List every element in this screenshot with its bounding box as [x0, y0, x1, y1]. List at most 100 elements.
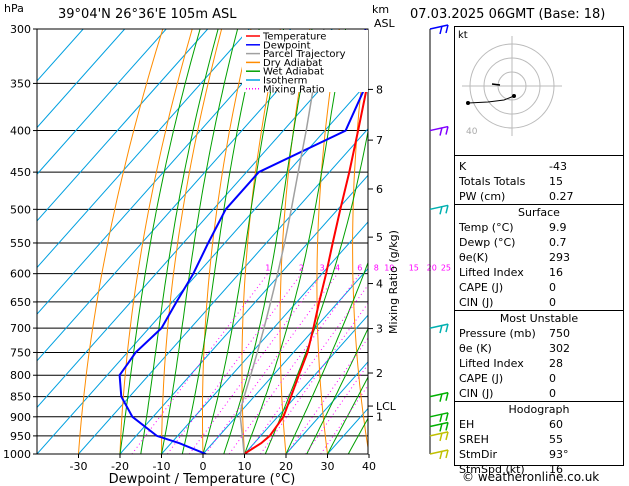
hodograph-trace — [467, 95, 515, 104]
mixing-ratio-label: 6 — [357, 264, 362, 273]
table-row: CAPE (J) 0 — [455, 371, 623, 386]
row-value: -43 — [549, 160, 567, 173]
legend-label: Isotherm — [263, 76, 307, 87]
pressure-unit-label: hPa — [4, 2, 24, 15]
table-row: StmDir 93° — [455, 447, 623, 462]
legend-label: Dry Adiabat — [263, 58, 322, 69]
row-value: 60 — [549, 418, 563, 431]
wind-barb — [429, 421, 449, 428]
x-tick-label: 40 — [362, 460, 376, 473]
table-row: Dewp (°C) 0.7 — [455, 235, 623, 250]
hodograph-point — [466, 101, 470, 105]
dry-adiabat — [241, 29, 281, 454]
table-row: CIN (J) 0 — [455, 295, 623, 310]
isotherm-line — [285, 361, 368, 454]
y-tick-label: 550 — [10, 237, 31, 250]
axes: 3003504004505005506006507007508008509009… — [3, 23, 376, 473]
table-row: SREH 55 — [455, 432, 623, 447]
wet-adiabat — [306, 327, 368, 454]
isotherm-line — [37, 29, 126, 129]
dry-adiabat — [352, 30, 368, 451]
y-tick-label: 450 — [10, 166, 31, 179]
row-value: 55 — [549, 433, 563, 446]
mixing-ratio-line — [166, 273, 302, 454]
isotherm-line — [78, 128, 368, 454]
isotherm-line — [37, 29, 250, 269]
location-title: 39°04'N 26°36'E 105m ASL — [58, 7, 237, 22]
wet-adiabat — [244, 29, 347, 454]
wind-barb — [445, 323, 449, 333]
isotherm-line — [37, 29, 292, 315]
mixing-ratio-labels: 1 2 3 4 6 8 10 15 20 25 — [265, 264, 451, 273]
row-label: Dewp (°C) — [459, 236, 516, 249]
wet-adiabat — [327, 376, 368, 454]
x-tick-label: -10 — [153, 460, 171, 473]
y-tick-label: 1000 — [3, 448, 31, 461]
indices-table: K -43 Totals Totals 15 PW (cm) 0.27 Surface… — [454, 155, 624, 476]
mixing-ratio-label: 15 — [409, 264, 419, 273]
km-tick-label: 3 — [376, 323, 383, 336]
km-tick-label: 8 — [376, 83, 383, 96]
row-value: 0 — [549, 372, 556, 385]
km-tick-label: 7 — [376, 134, 383, 147]
km-tick-label: 2 — [376, 367, 383, 380]
plot-area — [37, 29, 368, 454]
row-value: 16 — [549, 463, 563, 476]
table-row: CIN (J) 0 — [455, 386, 623, 401]
mixing-ratio-line — [246, 284, 368, 454]
right-axis-title: Mixing Ratio (g/kg) — [387, 230, 400, 334]
mixing-ratio-label: 8 — [374, 264, 379, 273]
isotherm-line — [119, 174, 368, 454]
wind-barb — [439, 413, 443, 422]
row-value: 15 — [549, 175, 563, 188]
mixing-ratio-label: 20 — [427, 264, 437, 273]
row-value: 28 — [549, 357, 563, 370]
x-axis-title: Dewpoint / Temperature (°C) — [109, 472, 296, 486]
row-label: Pressure (mb) — [459, 327, 536, 340]
wet-adiabat — [264, 128, 368, 454]
height-unit-km: km — [372, 3, 390, 16]
table-row: Lifted Index 16 — [455, 265, 623, 280]
x-tick-label: 10 — [238, 460, 252, 473]
y-tick-label: 700 — [10, 322, 31, 335]
isotherm-line — [37, 29, 167, 175]
row-value: 16 — [549, 266, 563, 279]
row-label: Totals Totals — [459, 175, 526, 188]
row-value: 93° — [549, 448, 569, 461]
wind-barb — [445, 449, 449, 459]
row-label: CIN (J) — [459, 296, 494, 309]
row-label: Lifted Index — [459, 266, 524, 279]
legend-label: Parcel Trajectory — [263, 49, 346, 60]
dry-adiabat — [202, 29, 252, 454]
section-title-surface: Surface — [455, 204, 623, 220]
wind-barb — [439, 432, 443, 442]
mixing-ratio-label: 2 — [299, 264, 304, 273]
wet-adiabat — [223, 29, 313, 454]
wind-barb — [439, 450, 443, 460]
y-tick-label: 350 — [10, 77, 31, 90]
row-label: CAPE (J) — [459, 372, 504, 385]
wind-barb — [429, 391, 449, 398]
table-row: StmSpd (kt) 16 — [455, 462, 623, 477]
table-row: Pressure (mb) 750 — [455, 326, 623, 341]
row-label: EH — [459, 418, 475, 431]
dry-adiabat — [119, 29, 193, 454]
wet-adiabat — [202, 29, 285, 454]
x-tick-label: -30 — [70, 460, 88, 473]
y-tick-label: 900 — [10, 411, 31, 424]
dry-adiabat — [78, 29, 164, 454]
y-tick-label: 500 — [10, 203, 31, 216]
wind-barb — [445, 392, 449, 401]
wind-barb — [445, 205, 449, 214]
hodograph-point — [512, 94, 516, 98]
mixing-ratio-line — [228, 273, 361, 454]
wind-barb — [439, 25, 443, 35]
wind-barb — [429, 449, 449, 455]
row-value: 302 — [549, 342, 570, 355]
x-tick-label: 30 — [321, 460, 335, 473]
y-tick-label: 750 — [10, 346, 31, 359]
mixing-ratio-lines — [131, 273, 368, 454]
table-row: EH 60 — [455, 417, 623, 432]
